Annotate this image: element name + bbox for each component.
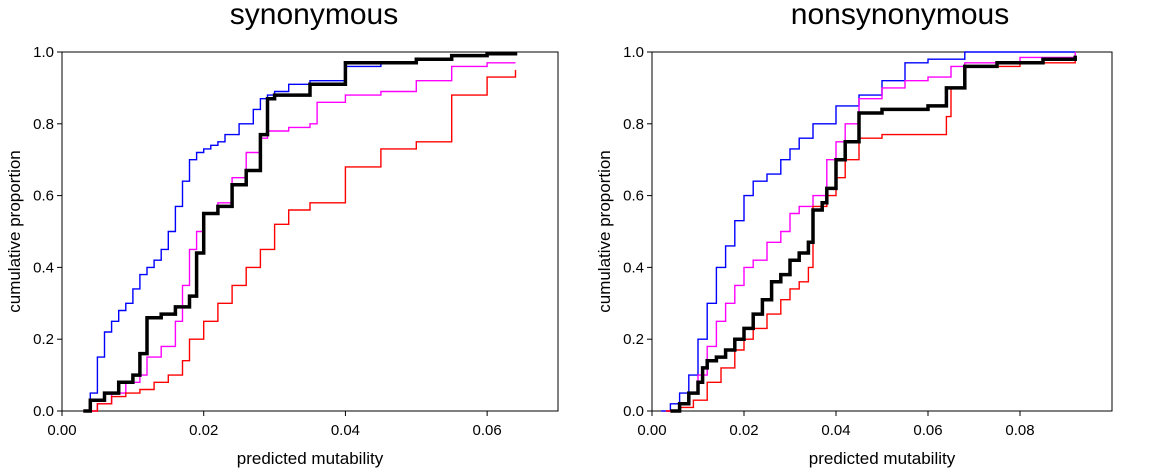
chart-panel-synonymous: synonymous 0.0 0.2 0.4 0.6 0.8 1.0 0.00 0.02 0.04… xyxy=(5,0,559,468)
y-tick-label: 0.6 xyxy=(623,188,644,205)
y-tick-label: 0.0 xyxy=(33,403,54,420)
x-tick-label: 0.02 xyxy=(729,422,758,439)
series-line-red xyxy=(83,69,517,412)
y-tick-label: 1.0 xyxy=(623,44,644,61)
x-tick-label: 0.08 xyxy=(1005,422,1034,439)
x-tick-label: 0.04 xyxy=(821,422,850,439)
y-tick-label: 0.2 xyxy=(623,331,644,348)
x-tick-label: 0.00 xyxy=(637,422,666,439)
chart-title: synonymous xyxy=(230,0,398,31)
series-line-magenta xyxy=(665,52,1076,412)
x-tick-label: 0.04 xyxy=(331,422,360,439)
x-tick-label: 0.06 xyxy=(473,422,502,439)
y-tick-label: 0.6 xyxy=(33,188,54,205)
y-tick-label: 0.8 xyxy=(33,116,54,133)
y-tick-label: 0.4 xyxy=(623,259,644,276)
plot-frame xyxy=(61,51,559,412)
series-line-blue xyxy=(661,51,1076,412)
series-line-black xyxy=(670,55,1077,413)
y-tick-label: 1.0 xyxy=(33,44,54,61)
x-tick-label: 0.06 xyxy=(913,422,942,439)
x-axis-label: predicted mutability xyxy=(237,449,384,468)
series-line-magenta xyxy=(83,62,516,412)
x-tick-label: 0.00 xyxy=(47,422,76,439)
y-tick-label: 0.4 xyxy=(33,259,54,276)
y-tick-label: 0.0 xyxy=(623,403,644,420)
plot-frame xyxy=(651,51,1113,412)
x-axis-label: predicted mutability xyxy=(809,449,956,468)
y-axis-label: cumulative proportion xyxy=(5,150,24,313)
y-tick-label: 0.8 xyxy=(623,116,644,133)
chart-panel-nonsynonymous: nonsynonymous 0.0 0.2 0.4 0.6 0.8 1.0 0.00 0.02 0… xyxy=(595,0,1113,468)
x-tick-label: 0.02 xyxy=(189,422,218,439)
y-tick-label: 0.2 xyxy=(33,331,54,348)
series-line-red xyxy=(665,59,1076,412)
y-axis-label: cumulative proportion xyxy=(595,150,614,313)
series-line-black xyxy=(83,52,518,413)
chart-title: nonsynonymous xyxy=(791,0,1009,31)
